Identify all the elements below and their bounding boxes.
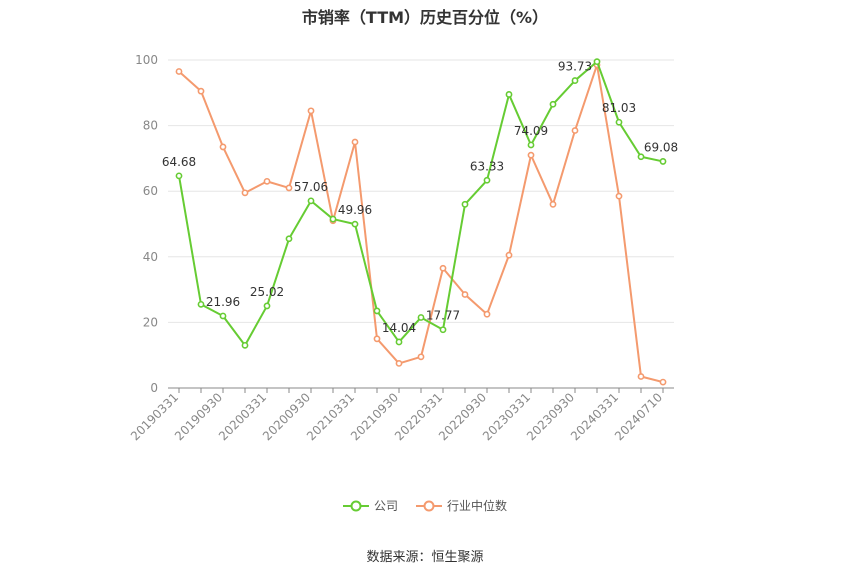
data-point: [659, 158, 667, 165]
data-label: 21.96: [206, 295, 240, 309]
data-point: [263, 177, 271, 185]
data-point: [285, 184, 293, 192]
data-point: [571, 77, 579, 84]
series-company: 64.68 21.96 25.02 57.06 49.96 14.04 17.77 63.33…: [162, 58, 678, 349]
data-label: 25.02: [250, 285, 284, 299]
data-point: [241, 189, 249, 197]
data-point: [351, 220, 359, 228]
data-point: [219, 143, 227, 151]
data-point: [505, 91, 513, 98]
data-point: [417, 353, 425, 361]
y-tick-label: 0: [150, 381, 158, 395]
data-point: [175, 68, 183, 75]
y-tick-label: 60: [143, 184, 158, 198]
data-point: [395, 359, 403, 367]
data-point: [549, 100, 557, 108]
data-point: [461, 291, 469, 298]
data-point: [637, 373, 645, 380]
data-label: 93.73: [558, 60, 592, 74]
data-point: [461, 200, 469, 208]
data-point: [395, 338, 403, 346]
data-point: [351, 138, 359, 146]
data-point: [483, 176, 491, 184]
data-point: [329, 215, 337, 223]
data-point: [175, 172, 183, 180]
data-label: 49.96: [338, 203, 372, 217]
legend-label-industry-median: 行业中位数: [447, 499, 508, 513]
data-point: [615, 118, 623, 126]
data-point: [505, 251, 513, 259]
data-label: 74.09: [514, 124, 548, 138]
data-point: [549, 200, 557, 208]
data-point: [285, 235, 293, 243]
data-point: [197, 87, 205, 95]
data-label: 81.03: [602, 101, 636, 115]
data-point: [439, 326, 447, 334]
data-point: [307, 107, 315, 115]
legend: 公司 行业中位数: [0, 497, 850, 514]
data-point: [571, 127, 579, 134]
legend-swatch-industry-median-icon: [416, 500, 442, 511]
data-point: [373, 307, 381, 315]
data-label: 57.06: [294, 180, 328, 194]
data-point: [197, 300, 205, 308]
data-point: [307, 197, 315, 205]
data-point: [527, 151, 535, 159]
data-label: 14.04: [382, 321, 416, 335]
y-tick-label: 80: [143, 119, 158, 133]
data-point: [593, 58, 601, 66]
legend-swatch-company-icon: [342, 500, 369, 511]
data-point: [373, 335, 381, 343]
data-point: [659, 378, 667, 386]
y-tick-label: 40: [143, 250, 158, 264]
y-tick-label: 100: [135, 53, 158, 67]
legend-item-company[interactable]: 公司: [342, 497, 398, 514]
data-point: [417, 314, 425, 321]
legend-label-company: 公司: [373, 499, 398, 513]
data-label: 64.68: [162, 155, 196, 169]
x-tick-label: 20240710: [612, 390, 665, 443]
data-point: [263, 302, 271, 310]
series-line: [178, 60, 664, 347]
chart-title: 市销率（TTM）历史百分位（%）: [301, 8, 549, 27]
data-point: [637, 153, 645, 161]
legend-item-industry-median[interactable]: 行业中位数: [416, 497, 507, 514]
data-label: 69.08: [644, 140, 678, 154]
data-point: [615, 192, 623, 200]
data-label: 17.77: [426, 309, 460, 323]
data-point: [241, 341, 249, 349]
data-point: [527, 141, 535, 149]
data-point: [483, 310, 491, 318]
data-label: 63.33: [470, 159, 504, 173]
data-point: [439, 264, 447, 272]
source-note: 数据来源：恒生聚源: [366, 550, 484, 565]
data-point: [219, 312, 227, 320]
y-tick-label: 20: [143, 315, 158, 329]
